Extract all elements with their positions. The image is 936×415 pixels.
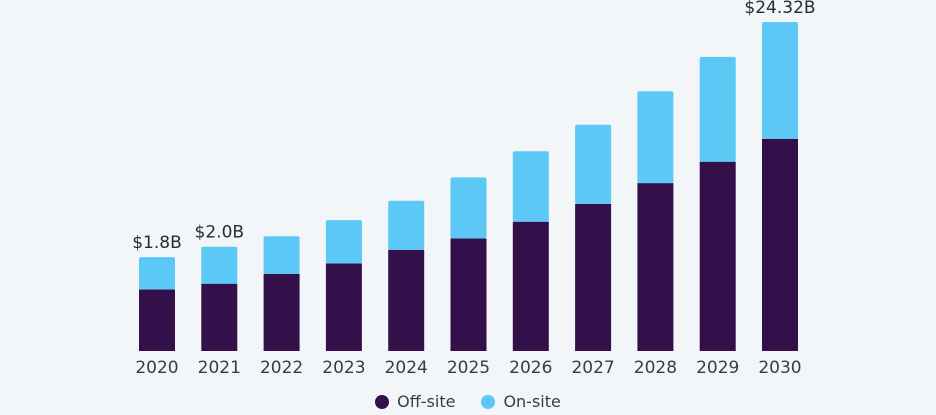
bar-off-site-2020 (139, 289, 175, 351)
bar-on-site-2029 (699, 56, 736, 162)
bar-off-site-2021 (201, 283, 238, 351)
x-tick-label-2027: 2027 (571, 358, 614, 378)
bar-off-site-2025 (450, 238, 487, 351)
bar-on-site-2023 (325, 220, 362, 264)
x-tick-label-2023: 2023 (322, 358, 365, 378)
bar-on-site-2026 (512, 151, 549, 222)
bar-on-site-2030 (762, 22, 798, 139)
data-label-2030: $24.32B (744, 0, 815, 18)
x-tick-label-2020: 2020 (135, 358, 178, 378)
legend-item-on-site: On-site (481, 392, 561, 411)
x-tick-label-2021: 2021 (198, 358, 241, 378)
data-label-2020: $1.8B (132, 233, 182, 253)
legend: Off-site On-site (0, 392, 936, 411)
bar-on-site-2028 (637, 91, 674, 184)
bar-off-site-2024 (388, 249, 425, 351)
legend-label-on-site: On-site (503, 392, 561, 411)
x-tick-label-2025: 2025 (447, 358, 490, 378)
x-tick-label-2022: 2022 (260, 358, 303, 378)
bar-on-site-2020 (139, 257, 175, 290)
bar-on-site-2025 (450, 177, 487, 239)
bar-on-site-2021 (201, 246, 238, 284)
legend-label-off-site: Off-site (397, 392, 456, 411)
bar-off-site-2027 (575, 204, 612, 351)
legend-item-off-site: Off-site (375, 392, 455, 411)
legend-swatch-off-site (375, 394, 390, 409)
bar-off-site-2029 (699, 161, 736, 351)
bar-off-site-2026 (512, 221, 549, 351)
legend-swatch-on-site (481, 394, 496, 409)
x-tick-label-2024: 2024 (385, 358, 428, 378)
bar-on-site-2022 (263, 236, 300, 274)
bar-off-site-2030 (762, 138, 798, 351)
bar-on-site-2024 (388, 200, 425, 250)
bar-off-site-2023 (325, 263, 362, 351)
x-tick-label-2026: 2026 (509, 358, 552, 378)
x-tick-label-2028: 2028 (634, 358, 677, 378)
x-tick-label-2029: 2029 (696, 358, 739, 378)
data-label-2021: $2.0B (195, 223, 245, 243)
x-tick-label-2030: 2030 (758, 358, 801, 378)
bar-on-site-2027 (575, 124, 612, 204)
bar-off-site-2028 (637, 183, 674, 351)
bar-off-site-2022 (263, 273, 300, 351)
